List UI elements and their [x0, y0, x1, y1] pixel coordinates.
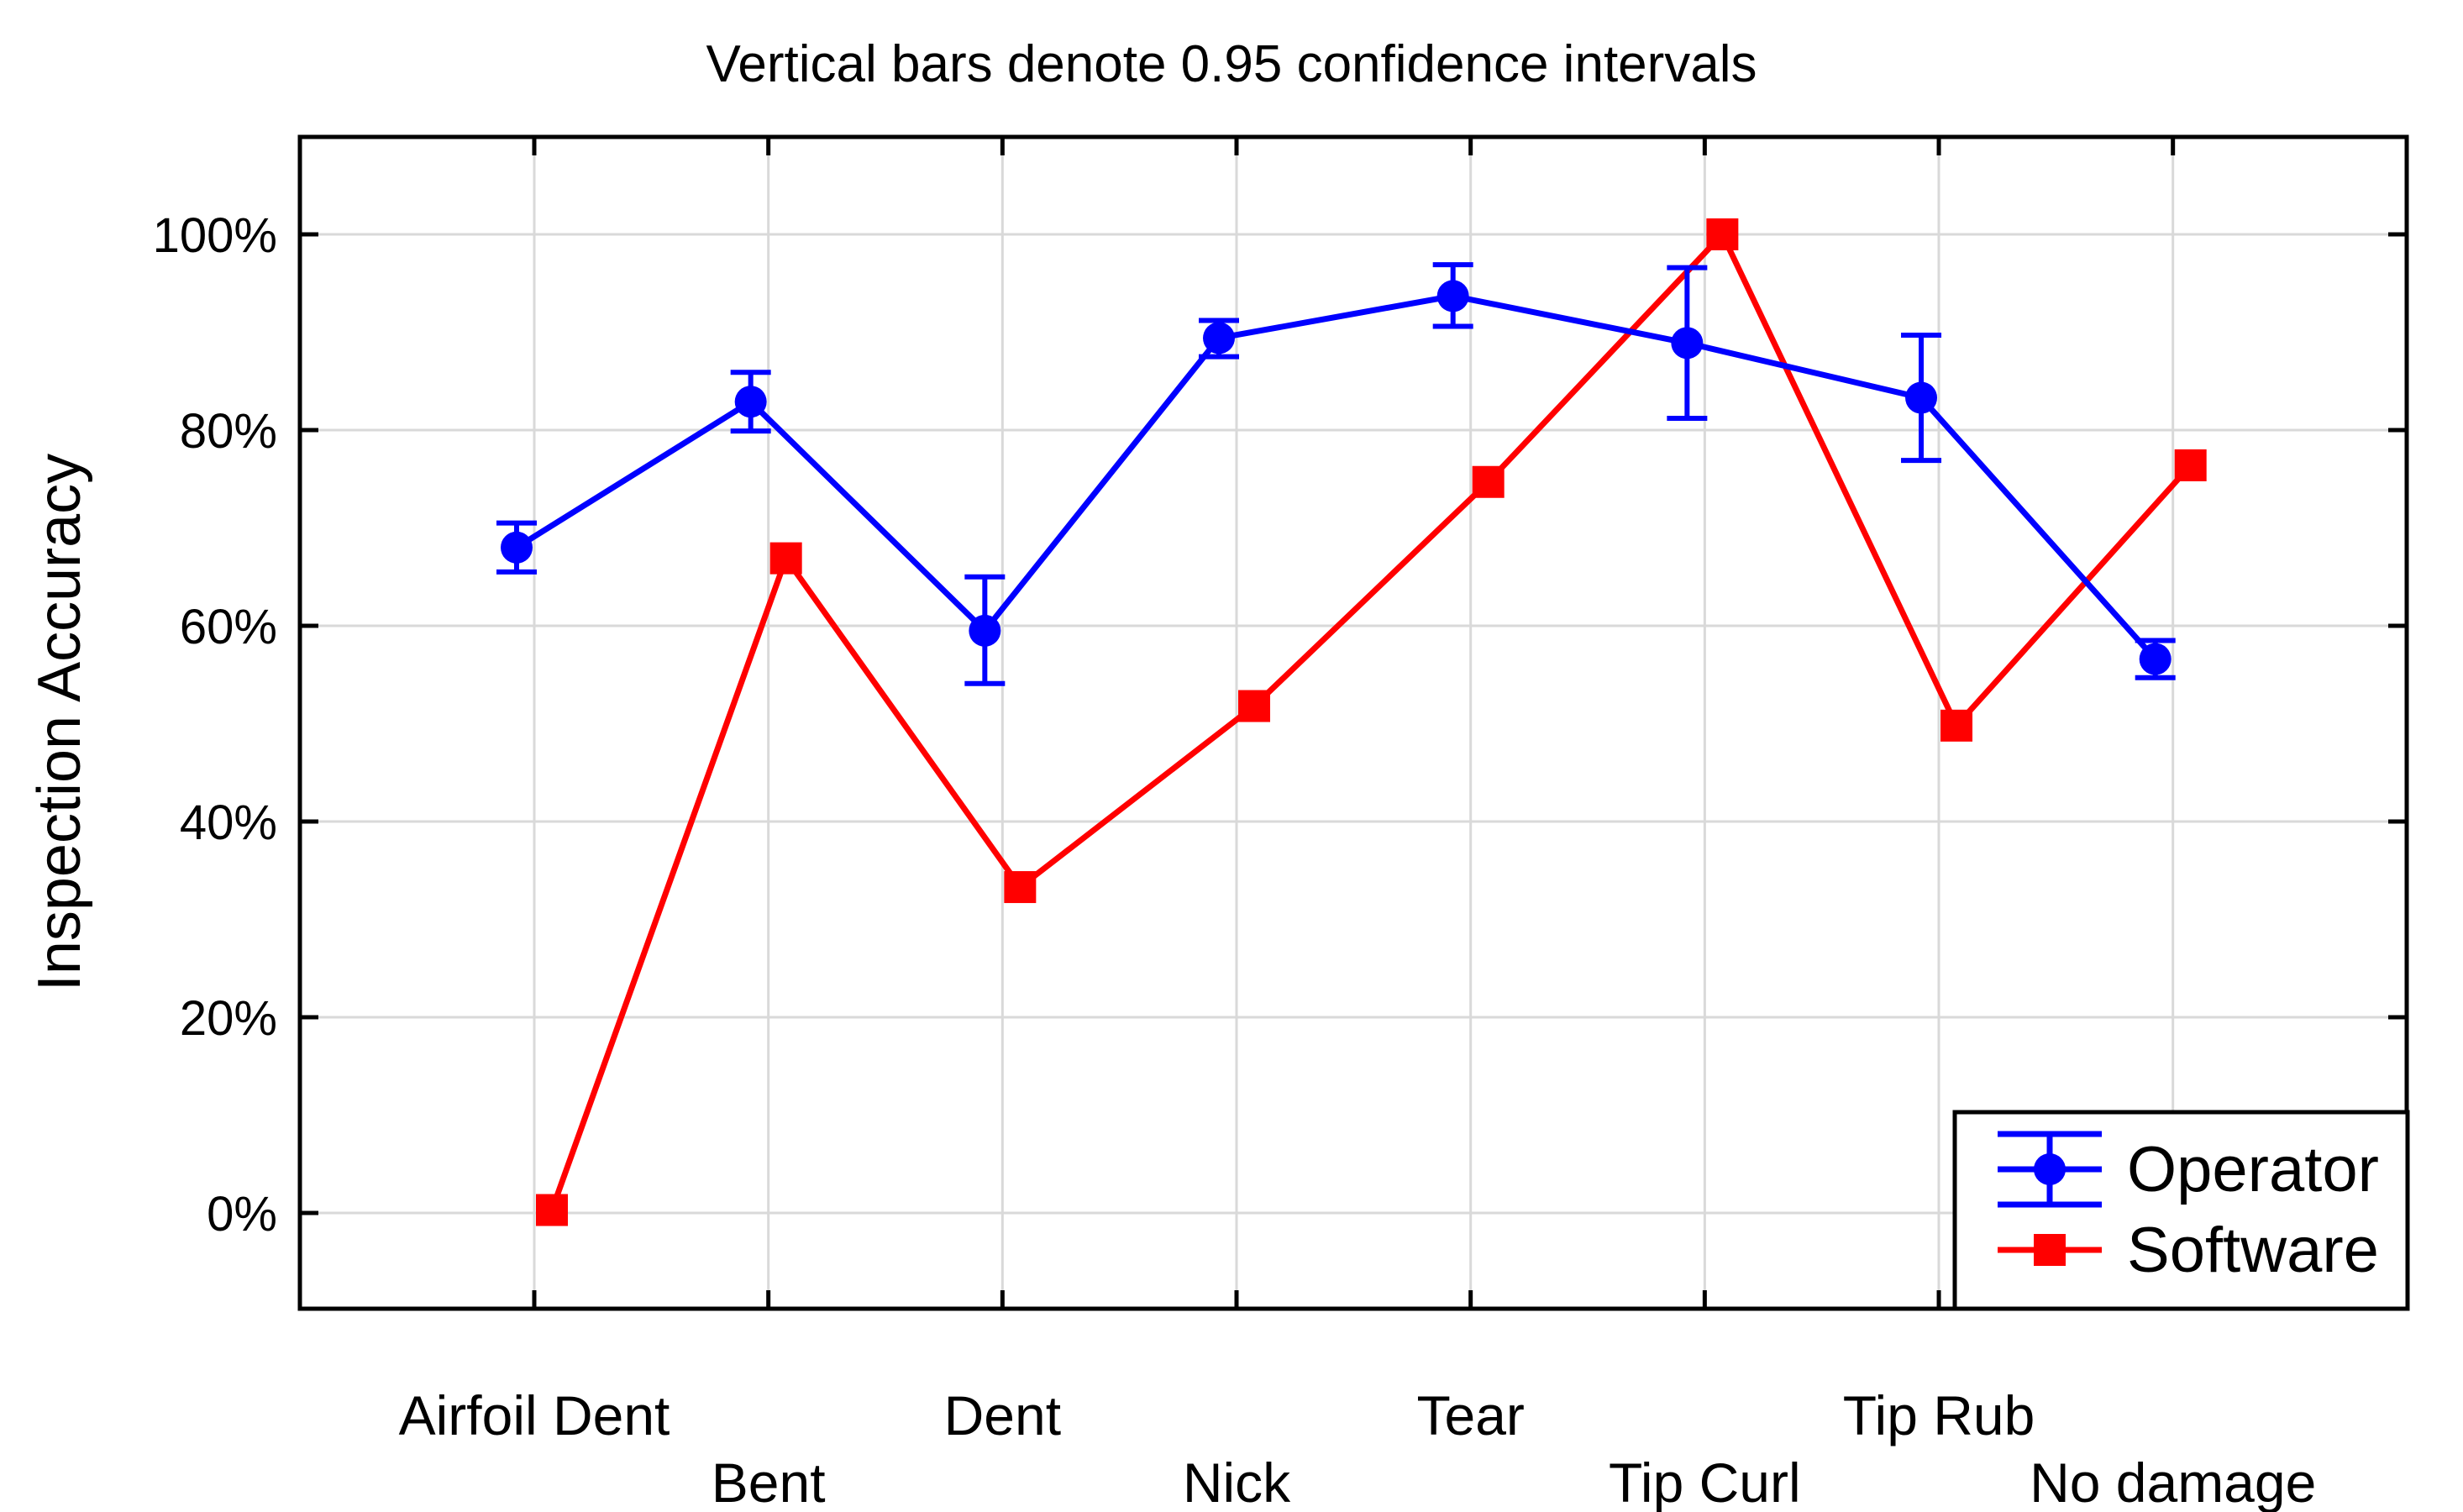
legend-label-software: Software: [2127, 1215, 2379, 1286]
software-marker-4: [1238, 690, 1271, 722]
operator-line: [515, 292, 2158, 661]
legend-label-operator: Operator: [2127, 1134, 2379, 1205]
chart-title: Vertical bars denote 0.95 confidence int…: [706, 35, 1757, 93]
operator-marker-1: [501, 531, 533, 564]
operator-marker-5: [1436, 280, 1469, 312]
operator-marker-7: [1905, 381, 1938, 414]
legend-software-square-icon: [2034, 1234, 2066, 1266]
x-category-label-7: Tip Rub: [1843, 1384, 2035, 1446]
x-category-label-8: No damage: [2030, 1452, 2316, 1512]
y-tick-label-80: 80%: [180, 404, 277, 459]
operator-marker-4: [1203, 322, 1236, 354]
y-tick-label-100: 100%: [153, 208, 277, 263]
legend: Operator Software: [1952, 1110, 2410, 1311]
software-marker-5: [1472, 465, 1505, 498]
x-category-label-2: Bent: [712, 1452, 826, 1512]
y-axis-title: Inspection Accuracy: [26, 454, 93, 991]
operator-marker-2: [734, 386, 767, 418]
legend-operator-circle-icon: [2034, 1153, 2066, 1185]
legend-box: [1952, 1110, 2410, 1311]
y-tick-label-20: 20%: [180, 991, 277, 1046]
software-marker-6: [1706, 218, 1739, 250]
x-category-label-3: Dent: [944, 1384, 1061, 1446]
x-category-label-5: Tear: [1416, 1384, 1524, 1446]
software-marker-8: [2174, 449, 2207, 481]
x-category-label-1: Airfoil Dent: [399, 1384, 670, 1446]
software-marker-2: [769, 542, 802, 575]
operator-marker-6: [1671, 327, 1704, 360]
series-software: [536, 218, 2207, 1226]
series-operator: [501, 280, 2172, 675]
software-line: [549, 228, 2193, 1211]
x-category-label-4: Nick: [1183, 1452, 1291, 1512]
software-marker-1: [536, 1194, 568, 1226]
operator-marker-3: [969, 614, 1001, 647]
software-marker-7: [1940, 709, 1973, 742]
software-marker-3: [1004, 871, 1037, 904]
operator-marker-8: [2139, 643, 2172, 675]
plot-frame: [297, 134, 2409, 1311]
x-category-label-6: Tip Curl: [1609, 1452, 1801, 1512]
y-tick-label-60: 60%: [180, 600, 277, 654]
y-tick-label-40: 40%: [180, 795, 277, 850]
y-tick-label-0: 0%: [207, 1187, 277, 1242]
